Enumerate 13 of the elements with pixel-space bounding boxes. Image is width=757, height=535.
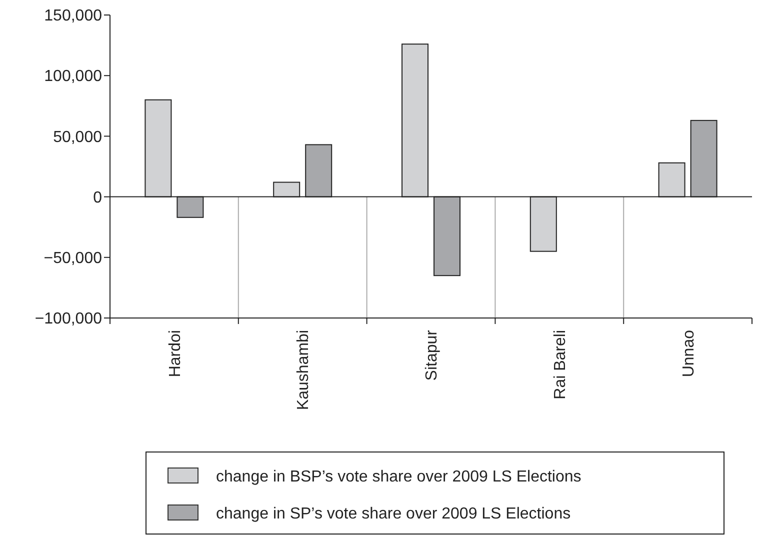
y-tick-label: 0: [93, 189, 102, 206]
legend-label: change in SP’s vote share over 2009 LS Elections: [216, 506, 571, 523]
y-tick-label: 50,000: [53, 128, 102, 146]
y-tick-label: −100,000: [34, 310, 102, 328]
x-tick-label: Rai Bareli: [552, 330, 569, 400]
x-tick-label: Kaushambi: [295, 330, 312, 410]
y-tick-label: −50,000: [44, 250, 102, 267]
legend-label: change in BSP’s vote share over 2009 LS Elections: [216, 468, 582, 486]
y-tick-label: 150,000: [44, 8, 102, 25]
y-tick-label: 100,000: [44, 68, 102, 86]
x-tick-label: Sitapur: [424, 329, 441, 381]
x-tick-label: Unnao: [680, 330, 698, 378]
x-tick-label: Hardoi: [166, 330, 184, 378]
